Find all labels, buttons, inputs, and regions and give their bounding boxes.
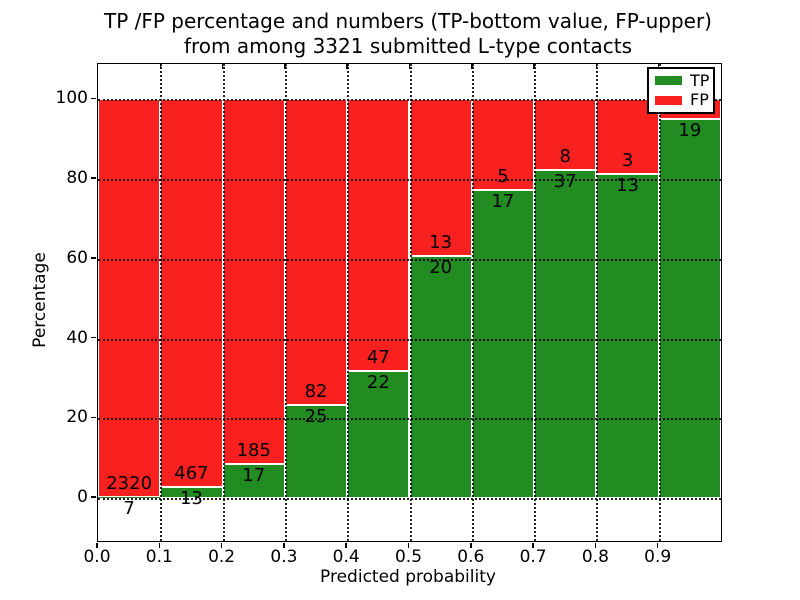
x-tick-label: 0.2 [208,547,236,567]
x-axis-label: Predicted probability [320,567,496,587]
tp-bar-segment [98,496,161,498]
tp-bar-segment [409,256,472,498]
x-tick-label: 0.0 [83,547,111,567]
y-tick-label: 40 [66,327,88,348]
tp-count-label: 7 [123,497,135,519]
x-tick-label: 0.7 [519,547,547,567]
tp-bar-segment [534,170,597,498]
y-tick-mark [91,177,96,179]
fp-count-label: 13 [429,232,453,254]
v-gridline [471,64,474,541]
x-top-tick-mark [159,64,162,69]
x-tick-mark [158,543,161,548]
fp-bar-segment [284,99,348,405]
fp-bar-segment [160,99,223,488]
fp-bar-segment [471,99,535,191]
y-tick-mark [91,336,96,339]
v-gridline [534,64,537,541]
fp-count-label: 185 [236,440,271,462]
fp-legend-label: FP [690,90,709,110]
fp-bar-segment [534,99,597,171]
y-tick-mark [91,496,96,498]
legend-box: TP FP [647,67,715,114]
x-tick-label: 0.9 [644,547,672,567]
fp-count-label: 47 [366,346,390,368]
tp-count-label: 13 [179,488,203,510]
x-top-tick-mark [657,64,660,69]
legend-entry-fp: FP [655,90,709,110]
tp-count-label: 17 [242,465,266,487]
v-gridline [160,64,163,541]
y-tick-mark [91,97,96,100]
x-tick-label: 0.6 [457,547,485,567]
fp-bar-segment [98,99,161,497]
tp-legend-swatch [655,76,682,86]
x-tick-mark [96,543,98,548]
tp-count-label: 37 [553,171,577,193]
fp-count-label: 467 [174,463,209,485]
tp-bar-segment [222,464,285,498]
y-axis-label: Percentage [30,252,50,348]
y-tick-label: 100 [55,88,88,109]
tp-count-label: 20 [429,257,453,279]
y-tick-label: 60 [66,247,88,268]
chart-title-line1: TP /FP percentage and numbers (TP-bottom… [104,9,712,33]
tp-count-label: 13 [616,175,639,197]
x-top-tick-mark [533,64,535,69]
x-tick-mark [470,543,472,548]
tp-count-label: 22 [366,371,390,393]
tp-bar-segment [471,190,535,498]
fp-bar-segment [347,99,410,371]
plot-area: TP FP 2320 7 467 13 185 17 82 25 47 22 13 20 5 17 8 37 3… [97,63,722,542]
chart-title-line2: from among 3321 submitted L-type contact… [183,34,633,58]
x-top-tick-mark [471,64,473,69]
x-tick-mark [345,543,347,548]
tp-count-label: 19 [678,120,702,142]
y-tick-mark [91,257,96,259]
x-tick-label: 0.5 [394,547,423,567]
x-tick-label: 0.8 [581,547,609,567]
y-tick-label: 80 [66,168,88,189]
x-top-tick-mark [346,64,348,69]
y-tick-label: 20 [66,407,88,428]
tp-count-label: 25 [304,405,328,427]
chart-title: TP /FP percentage and numbers (TP-bottom… [8,9,800,59]
x-tick-label: 0.4 [332,547,360,567]
x-tick-mark [532,543,534,548]
tp-bar-segment [596,174,659,498]
tp-bar-segment [658,119,721,498]
v-gridline [596,64,599,541]
fp-count-label: 5 [497,166,509,188]
y-tick-label: 0 [77,486,88,507]
v-gridline [658,64,661,541]
fp-count-label: 82 [304,380,328,402]
legend-entry-tp: TP [655,70,710,90]
tp-bar-segment [284,404,348,498]
x-top-tick-mark [595,64,598,69]
tp-bar-segment [347,370,410,498]
fp-count-label: 8 [559,146,571,168]
x-top-tick-mark [284,64,286,69]
x-tick-mark [656,543,659,548]
x-top-tick-mark [221,64,224,69]
v-gridline [222,64,225,541]
v-gridline [347,64,350,541]
y-tick-mark [91,416,96,418]
x-tick-mark [283,543,285,548]
fp-legend-swatch [655,95,682,105]
x-tick-mark [594,543,597,548]
fp-bar-segment [222,99,285,465]
tp-count-label: 17 [491,191,515,213]
tp-legend-label: TP [690,70,710,90]
v-gridline [284,64,287,541]
x-tick-label: 0.3 [270,547,298,567]
x-tick-mark [220,543,223,548]
v-gridline [409,64,412,541]
x-top-tick-mark [408,64,411,69]
fp-count-label: 2320 [106,472,153,494]
x-tick-mark [407,543,410,548]
x-tick-label: 0.1 [145,547,173,567]
fp-count-label: 3 [621,150,634,172]
